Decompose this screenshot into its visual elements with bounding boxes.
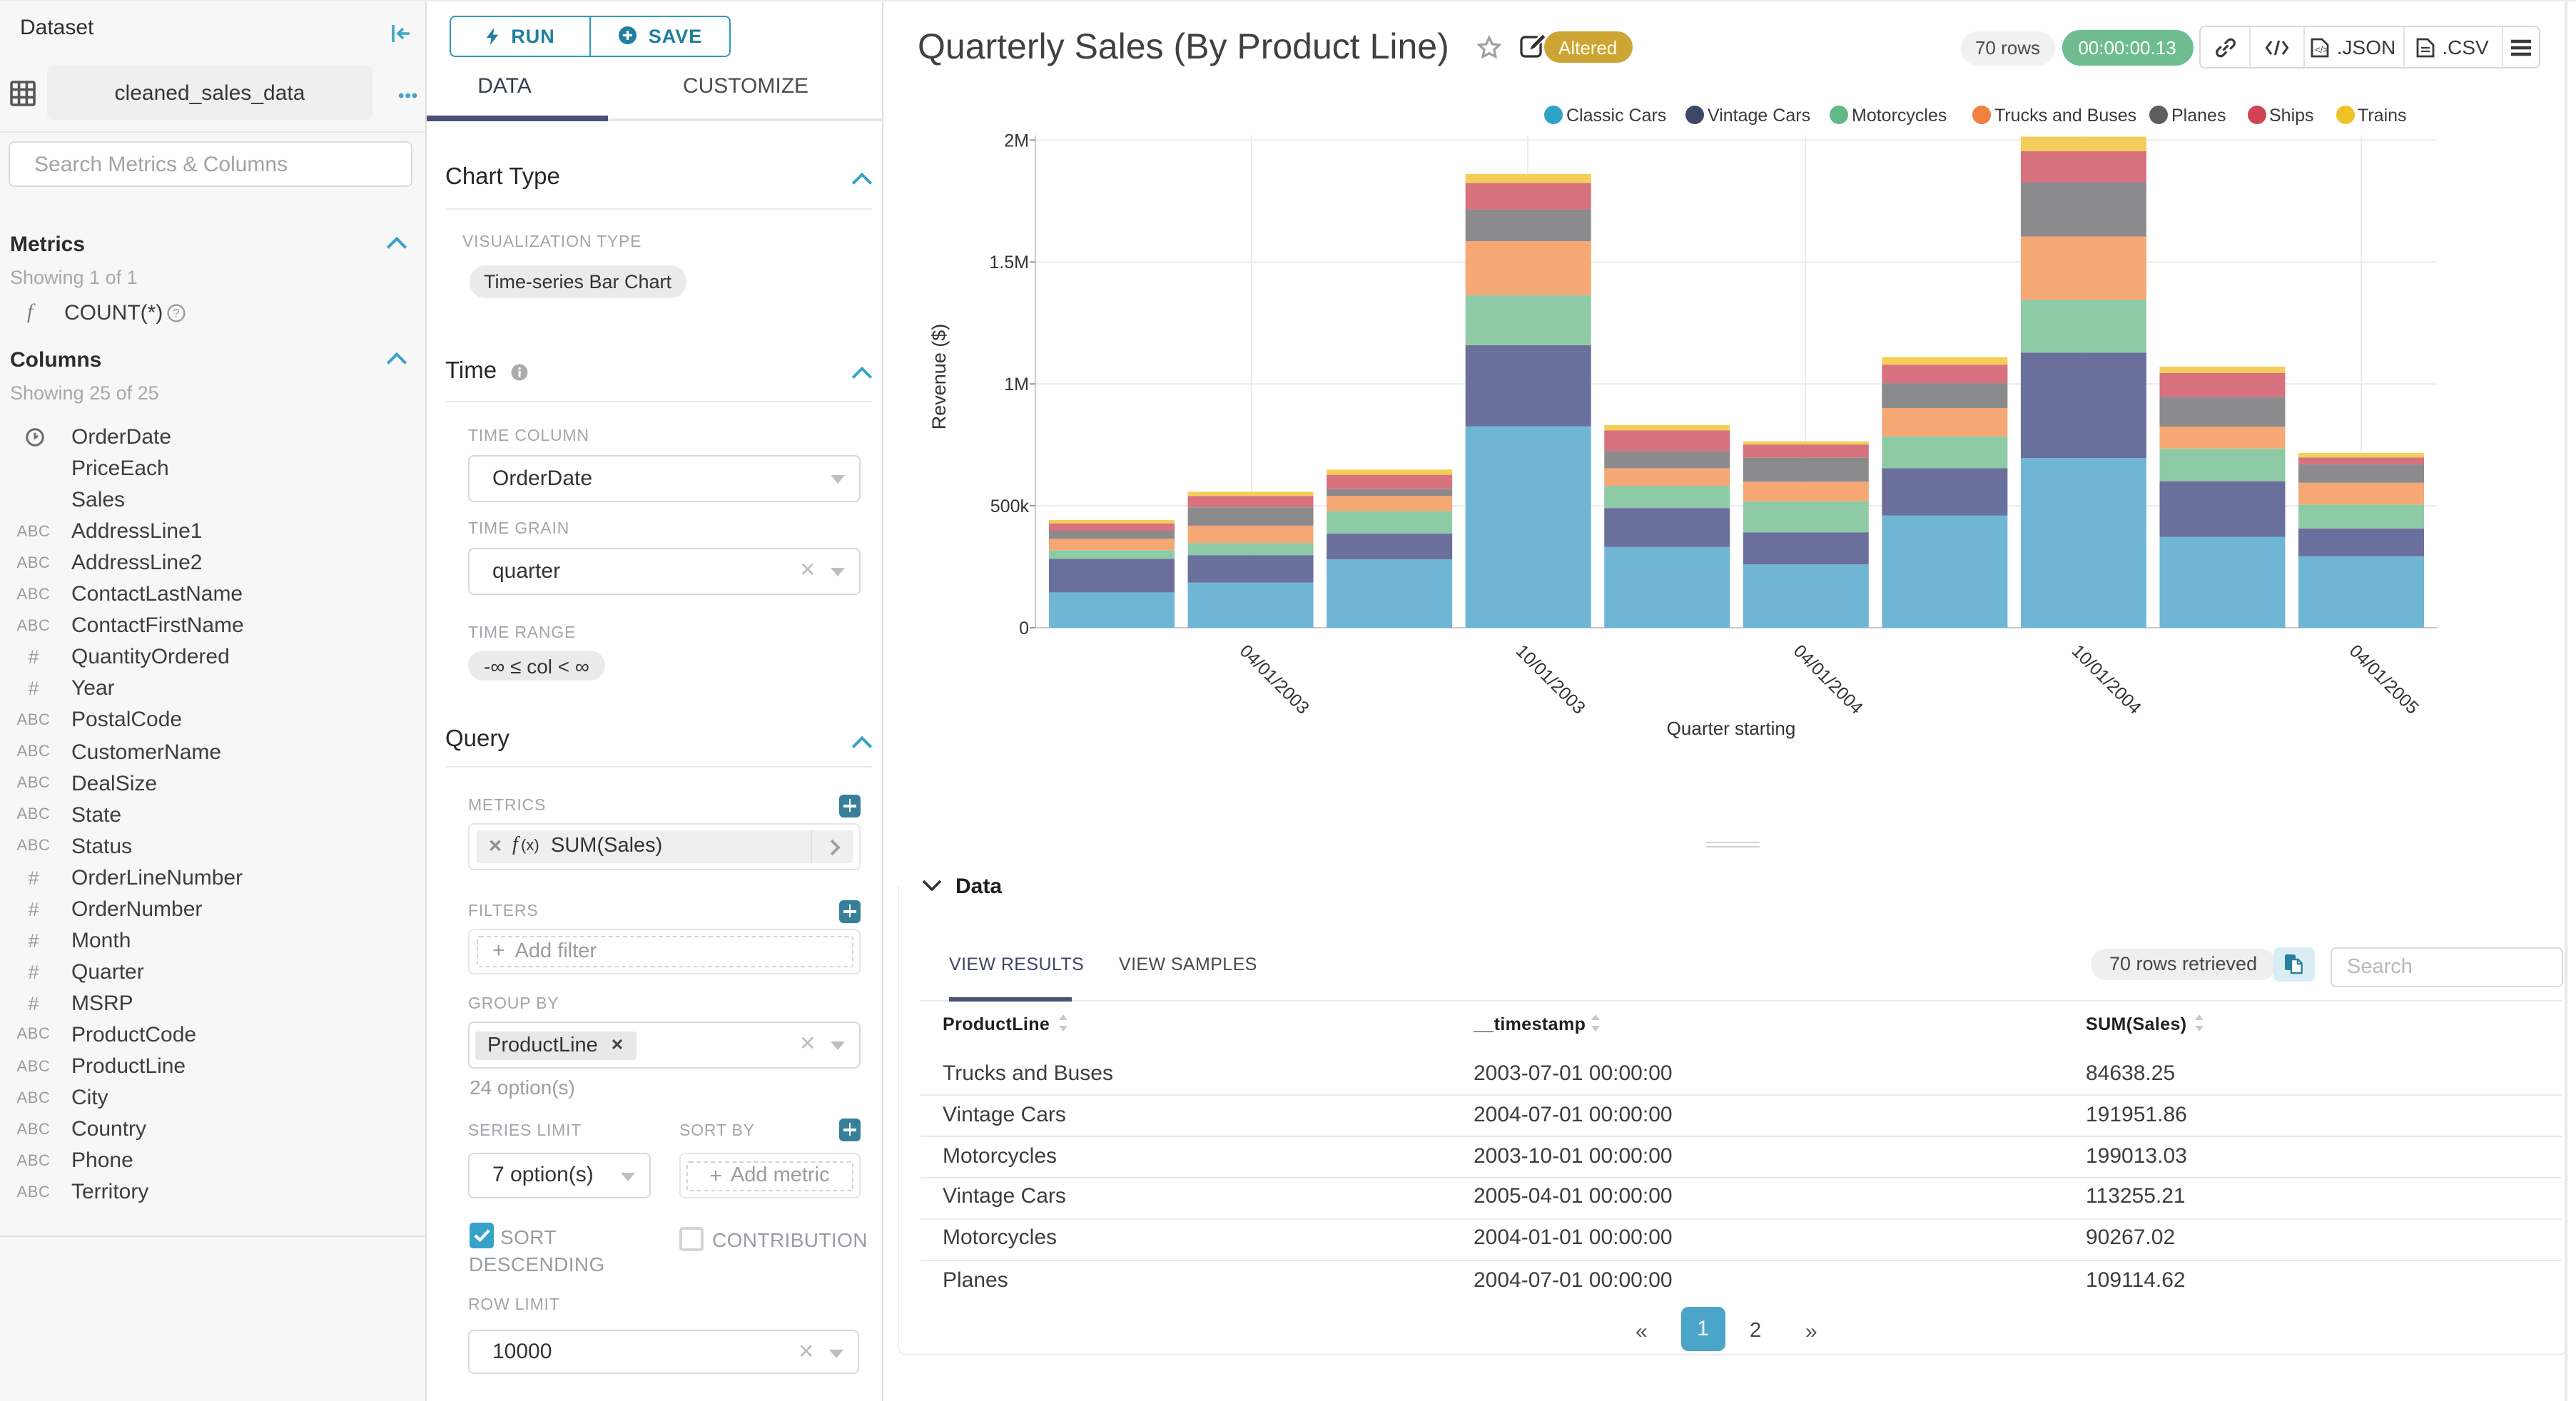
svg-text:500k: 500k — [990, 496, 1030, 516]
svg-text:04/01/2003: 04/01/2003 — [1236, 641, 1313, 718]
svg-text:10/01/2004: 10/01/2004 — [2068, 641, 2145, 718]
svg-text:0: 0 — [1019, 618, 1029, 638]
svg-text:2M: 2M — [1004, 131, 1029, 151]
svg-text:Revenue ($): Revenue ($) — [928, 324, 950, 430]
svg-text:04/01/2004: 04/01/2004 — [1790, 641, 1867, 718]
svg-text:1M: 1M — [1004, 375, 1029, 394]
svg-text:04/01/2005: 04/01/2005 — [2346, 641, 2423, 718]
svg-text:Quarter starting: Quarter starting — [1667, 718, 1796, 739]
svg-text:10/01/2003: 10/01/2003 — [1512, 641, 1589, 718]
svg-text:?: ? — [173, 307, 179, 320]
svg-text:1.5M: 1.5M — [989, 253, 1029, 272]
svg-text:</>: </> — [2316, 44, 2329, 54]
